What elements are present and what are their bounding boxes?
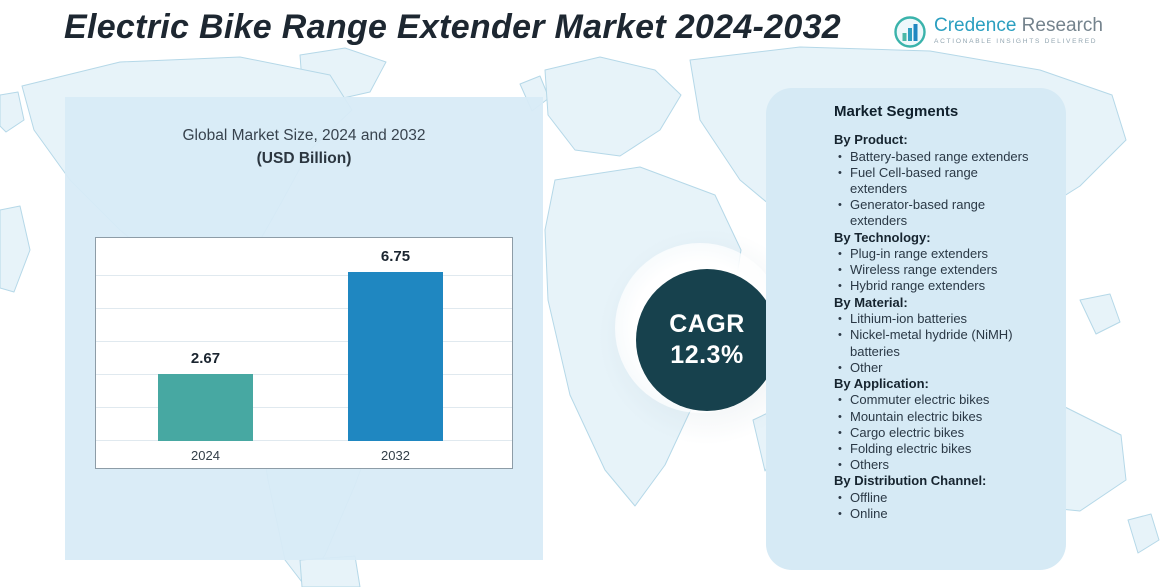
cagr-badge: CAGR 12.3% [636, 269, 778, 411]
x-axis-label: 2024 [191, 448, 220, 463]
cagr-label: CAGR [669, 310, 745, 338]
segment-item-label: Generator-based range extenders [850, 197, 986, 229]
segment-group-heading: By Technology: [834, 229, 931, 245]
cagr-value: 12.3% [670, 341, 744, 369]
bullet-icon: • [838, 394, 842, 407]
segment-group-heading: By Product: [834, 132, 908, 147]
bullet-icon: • [838, 248, 842, 261]
segment-item: • Mountain electric bikes [834, 409, 1036, 425]
bullet-icon: • [838, 361, 842, 374]
chart-subtitle: (USD Billion) [256, 150, 352, 167]
bar-value-label: 2.67 [190, 350, 221, 367]
chart-title: Global Market Size, 2024 and 2032 [182, 127, 426, 144]
segment-item-label: Others [850, 457, 890, 473]
bullet-icon: • [838, 313, 842, 326]
page-title: Electric Bike Range Extender Market 2024… [64, 8, 842, 46]
market-size-chart-panel: Global Market Size, 2024 and 2032 (USD B… [65, 97, 543, 560]
segment-group: By Technology: • Plug-in range extenders • W… [834, 230, 1036, 295]
segment-item-label: Online [850, 506, 888, 522]
segment-item: • Generator-based range extenders [834, 197, 1036, 229]
logo-text: Credence Research ACTIONABLE INSIGHTS DE… [934, 15, 1103, 45]
segment-group-heading: By Material: [834, 294, 908, 310]
segment-item-label: Battery-based range extenders [850, 148, 1029, 164]
market-segments-title: Market Segments [834, 103, 959, 120]
segment-group: By Application: • Commuter electric bikes •… [834, 376, 1036, 474]
bar-2024: 2.67 [158, 350, 253, 441]
credence-logo-icon [894, 16, 926, 48]
bullet-icon: • [838, 410, 842, 423]
segment-group: By Distribution Channel: • Offline • Online [834, 473, 1036, 522]
segment-item: • Battery-based range extenders [834, 149, 1036, 165]
market-segments-panel: Market Segments By Product: • Battery-base… [766, 88, 1066, 570]
segment-item-label: Lithium-ion batteries [850, 311, 968, 327]
segment-item: • Nickel-metal hydride (NiMH) batteries [834, 327, 1036, 359]
bullet-icon: • [838, 508, 842, 521]
segment-item: • Lithium-ion batteries [834, 311, 1036, 327]
segment-group-heading: By Distribution Channel: [834, 473, 987, 489]
segment-item: • Plug-in range extenders [834, 246, 1036, 262]
bullet-icon: • [838, 199, 842, 212]
bar-chart-plot-area: 2.67 2024 6.75 2032 [95, 237, 513, 469]
segment-item: • Hybrid range extenders [834, 278, 1036, 294]
segment-item: • Others [834, 457, 1036, 473]
segments-list: By Product: • Battery-based range extender… [834, 132, 1036, 522]
segment-item: • Other [834, 360, 1036, 376]
bar-2032: 6.75 [348, 248, 443, 441]
segment-item: • Cargo electric bikes [834, 425, 1036, 441]
segment-item-label: Cargo electric bikes [850, 424, 965, 440]
x-axis-label: 2032 [381, 448, 410, 463]
logo-tagline: ACTIONABLE INSIGHTS DELIVERED [934, 38, 1098, 45]
market-segments-content: Market Segments By Product: • Battery-base… [834, 103, 1036, 522]
segment-item-label: Offline [850, 489, 888, 505]
bullet-icon: • [838, 166, 842, 179]
logo-brand: Credence Research [934, 15, 1103, 36]
bullet-icon: • [838, 329, 842, 342]
segment-item-label: Plug-in range extenders [850, 246, 989, 262]
segment-item-label: Hybrid range extenders [850, 278, 986, 294]
bullet-icon: • [838, 443, 842, 456]
bullet-icon: • [838, 280, 842, 293]
logo-brand-research: Research [1021, 15, 1103, 36]
segment-item-label: Commuter electric bikes [850, 392, 990, 408]
bullet-icon: • [838, 150, 842, 163]
segment-item-label: Wireless range extenders [850, 262, 998, 278]
segment-item-label: Other [850, 359, 883, 375]
segment-item: • Online [834, 506, 1036, 522]
segment-item: • Offline [834, 490, 1036, 506]
segment-item: • Wireless range extenders [834, 262, 1036, 278]
credence-research-logo: Credence Research ACTIONABLE INSIGHTS DE… [893, 15, 1103, 49]
logo-brand-credence: Credence [934, 15, 1017, 36]
segment-group: By Product: • Battery-based range extender… [834, 132, 1036, 230]
segment-item-label: Nickel-metal hydride (NiMH) batteries [850, 327, 1013, 359]
segment-group-heading: By Application: [834, 375, 929, 391]
segment-item: • Commuter electric bikes [834, 392, 1036, 408]
bullet-icon: • [838, 426, 842, 439]
bullet-icon: • [838, 459, 842, 472]
segment-item-label: Mountain electric bikes [850, 408, 983, 424]
segment-group: By Material: • Lithium-ion batteries • Nicke… [834, 295, 1036, 376]
bar-value-label: 6.75 [380, 248, 411, 265]
segment-item-label: Fuel Cell-based range extenders [850, 164, 978, 196]
bullet-icon: • [838, 491, 842, 504]
bullet-icon: • [838, 264, 842, 277]
segment-item: • Fuel Cell-based range extenders [834, 165, 1036, 197]
segment-item-label: Folding electric bikes [850, 441, 972, 457]
segment-item: • Folding electric bikes [834, 441, 1036, 457]
